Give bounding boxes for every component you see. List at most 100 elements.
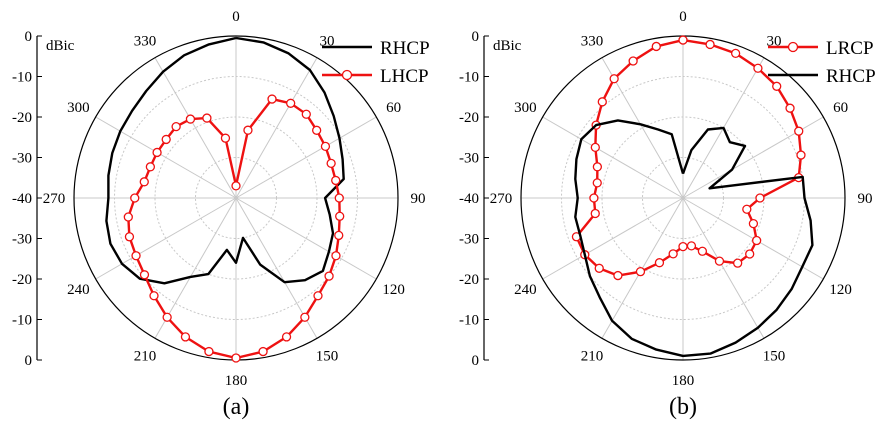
- r-tick-label: -10: [12, 70, 32, 86]
- data-point: [597, 97, 607, 107]
- data-point: [590, 142, 600, 153]
- radial-axis-a: 0 -10 -20 -30 -40 -30 -20 -10 0 dBic: [12, 29, 75, 369]
- panel-caption-a: (a): [223, 394, 250, 420]
- data-point: [204, 346, 214, 357]
- unit-label: dBic: [46, 38, 75, 54]
- data-point: [772, 81, 782, 91]
- data-point: [281, 332, 292, 342]
- data-point: [123, 212, 133, 222]
- angle-tick-label: 180: [225, 373, 248, 389]
- data-point: [301, 109, 311, 119]
- angle-tick-label: 60: [833, 100, 848, 116]
- data-point: [785, 103, 795, 113]
- polar-chart-a: 0 -10 -20 -30 -40 -30 -20 -10 0 dBic 0 3…: [12, 9, 430, 420]
- grid-spoke: [235, 197, 377, 280]
- data-point: [752, 235, 762, 246]
- angle-tick-label: 270: [490, 191, 513, 207]
- grid-spoke: [154, 57, 237, 199]
- data-point: [139, 270, 150, 280]
- data-point: [326, 158, 336, 169]
- legend-a: RHCP LHCP: [322, 38, 430, 87]
- data-point: [730, 48, 741, 59]
- data-point: [686, 241, 697, 251]
- angle-tick-label: 0: [232, 9, 240, 25]
- grid-spoke: [235, 116, 377, 199]
- angle-labels-a: 0 30 60 90 120 150 180 210 240 270 300 3…: [43, 9, 426, 389]
- r-tick-label: 0: [25, 29, 33, 45]
- data-point: [755, 193, 765, 203]
- series-layer-a: [105, 36, 345, 363]
- legend-label: RHCP: [826, 66, 876, 87]
- angle-tick-label: 60: [386, 100, 401, 116]
- data-point: [745, 249, 755, 259]
- radial-axis-b: 0 -10 -20 -30 -40 -30 -20 -10 0 dBic: [459, 29, 522, 369]
- data-point: [231, 181, 241, 191]
- legend-marker: [341, 69, 353, 81]
- grid-spoke: [682, 197, 765, 339]
- angle-tick-label: 240: [67, 282, 90, 298]
- angle-tick-label: 30: [320, 33, 335, 49]
- data-point: [149, 291, 159, 301]
- data-point: [590, 208, 600, 219]
- data-point: [678, 35, 688, 45]
- data-point: [231, 353, 241, 363]
- legend-item: RHCP: [768, 66, 876, 87]
- angle-labels-b: 0 30 60 90 120 150 180 210 240 270 300 3…: [490, 9, 873, 389]
- data-point: [312, 125, 322, 135]
- data-point: [267, 94, 277, 104]
- polar-grid-b: [520, 35, 846, 361]
- data-point: [331, 251, 341, 261]
- data-point: [300, 312, 310, 322]
- r-tick-label: -30: [12, 151, 32, 167]
- r-tick-label: 0: [472, 29, 480, 45]
- data-point: [286, 98, 296, 108]
- series-line-rhcp: [105, 36, 345, 285]
- angle-tick-label: 120: [382, 282, 405, 298]
- data-point: [313, 291, 323, 301]
- data-point: [139, 177, 149, 187]
- r-tick-label: -40: [12, 191, 32, 207]
- data-point: [794, 126, 804, 136]
- r-tick-label: -10: [12, 313, 32, 329]
- angle-tick-label: 210: [134, 349, 157, 365]
- data-point: [592, 178, 602, 188]
- panel-caption-b: (b): [669, 394, 697, 420]
- angle-tick-label: 240: [514, 282, 537, 298]
- legend-b: LRCP RHCP: [768, 38, 876, 87]
- data-point: [748, 218, 759, 229]
- data-point: [335, 211, 345, 221]
- series-line-rhcp: [574, 119, 814, 358]
- legend-item: LHCP: [322, 66, 429, 87]
- data-point: [654, 258, 665, 268]
- r-tick-label: -30: [459, 151, 479, 167]
- data-point: [796, 150, 806, 160]
- series-layer-b: [571, 35, 814, 358]
- data-point: [124, 232, 135, 242]
- angle-tick-label: 90: [411, 191, 426, 207]
- data-point: [714, 256, 725, 266]
- grid-spoke: [542, 197, 684, 280]
- data-point: [185, 114, 196, 124]
- data-point: [130, 193, 140, 203]
- data-point: [334, 230, 344, 241]
- data-point: [161, 134, 171, 145]
- r-tick-label: -10: [459, 70, 479, 86]
- legend-label: LRCP: [826, 38, 874, 59]
- data-point: [613, 270, 623, 281]
- data-point: [152, 147, 162, 158]
- legend-item: RHCP: [322, 38, 430, 59]
- grid-spoke: [95, 197, 237, 280]
- legend-item: LRCP: [768, 38, 874, 59]
- data-point: [628, 56, 638, 66]
- r-tick-label: -30: [12, 232, 32, 248]
- data-point: [668, 249, 678, 259]
- angle-tick-label: 300: [67, 100, 90, 116]
- angle-tick-label: 300: [514, 100, 537, 116]
- data-point: [609, 74, 619, 84]
- r-tick-label: -20: [12, 110, 32, 126]
- legend-label: RHCP: [380, 38, 430, 59]
- data-point: [320, 141, 331, 152]
- data-point: [243, 125, 253, 135]
- r-tick-label: -30: [459, 232, 479, 248]
- data-point: [258, 346, 268, 357]
